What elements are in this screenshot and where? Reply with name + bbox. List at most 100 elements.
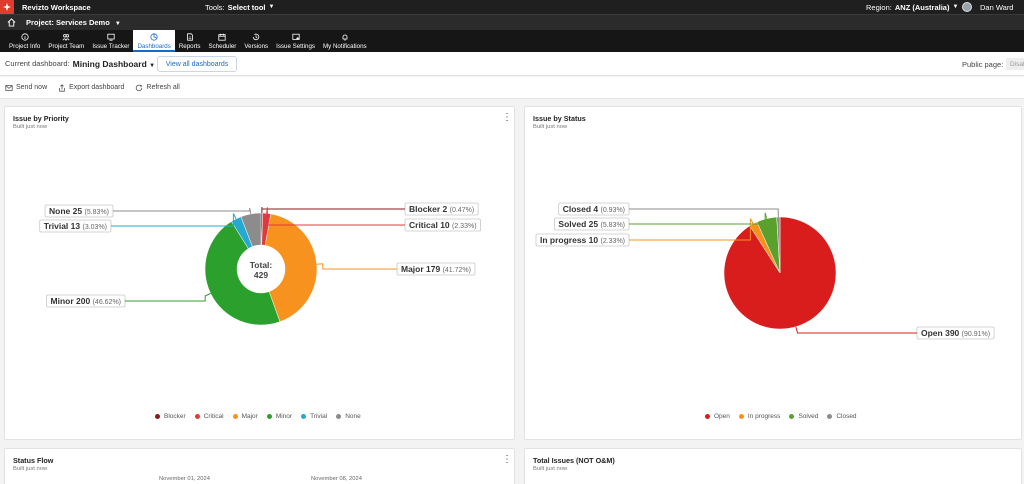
app-title: Revizto Workspace	[22, 2, 91, 12]
export-icon	[59, 83, 65, 92]
legend-item-major[interactable]: Major	[232, 413, 258, 420]
top-bar: Revizto Workspace Tools: Select tool ▼ R…	[0, 0, 1024, 14]
callout-name: In progress	[540, 235, 589, 245]
callout-name: Trivial	[44, 221, 71, 231]
svg-text:Minor 200 (46.62%): Minor 200 (46.62%)	[51, 296, 121, 306]
user-menu[interactable]: Dan Ward	[962, 0, 1013, 14]
more-options-icon[interactable]: ⋮	[502, 112, 512, 123]
legend-item-blocker[interactable]: Blocker	[155, 413, 186, 420]
callout-name: Major	[401, 264, 426, 274]
tab-label: Issue Settings	[276, 42, 315, 50]
legend-label: Major	[241, 413, 258, 420]
callout-line	[113, 207, 252, 215]
dashboard-icon	[150, 32, 158, 41]
send-now-button[interactable]: Send now	[5, 84, 47, 92]
project-bar: Project: Services Demo ▼	[0, 14, 1024, 30]
tools-dropdown[interactable]: Tools: Select tool ▼	[205, 0, 274, 14]
status-pie-chart: Open 390 (90.91%) In progress 10 (2.33%) S…	[535, 202, 995, 340]
callout-value: 10	[440, 220, 452, 230]
callout-line	[266, 207, 405, 226]
settings-icon	[291, 33, 300, 40]
report-icon	[186, 32, 193, 41]
tab-issue-settings[interactable]: Issue Settings	[272, 30, 319, 52]
export-dashboard-button[interactable]: Export dashboard	[58, 83, 124, 92]
dashboard-selector[interactable]: Mining Dashboard ▼	[73, 59, 155, 69]
tab-issue-tracker[interactable]: Issue Tracker	[88, 30, 133, 52]
dashboard-name: Mining Dashboard	[72, 58, 147, 69]
tab-dashboards[interactable]: Dashboards	[133, 30, 176, 52]
svg-text:Open 390 (90.91%): Open 390 (90.91%)	[921, 328, 990, 338]
region-dropdown[interactable]: Region: ANZ (Australia) ▼	[866, 0, 958, 14]
callouts: Open 390 (90.91%) In progress 10 (2.33%) S…	[535, 202, 995, 340]
callout-value: 390	[945, 328, 962, 338]
legend-dot	[336, 414, 342, 419]
callout-name: Closed	[563, 204, 594, 214]
legend-dot	[194, 414, 200, 419]
region-value: ANZ (Australia)	[894, 2, 950, 12]
legend-dot	[705, 414, 710, 419]
tab-project-team[interactable]: Project Team	[44, 30, 88, 52]
donut-center-label: Total:	[250, 260, 273, 270]
callout-value: 200	[76, 296, 93, 306]
refresh-icon	[136, 84, 143, 91]
legend-item-in-progress[interactable]: In progress	[738, 413, 780, 420]
tab-label: Versions	[244, 42, 269, 50]
legend-label: Solved	[798, 413, 819, 420]
legend-item-closed[interactable]: Closed	[827, 413, 857, 420]
callout-percent: (0.93%)	[600, 207, 625, 214]
public-page-toggle[interactable]: Disab	[1006, 58, 1024, 70]
revizto-logo[interactable]	[0, 0, 14, 14]
legend-item-open[interactable]: Open	[705, 413, 730, 420]
pie-slices	[723, 216, 837, 330]
callout-percent: (0.47%)	[450, 207, 475, 214]
issue-by-status-panel: Issue by Status Built just now Open 390 …	[524, 106, 1022, 440]
legend-label: None	[345, 413, 361, 420]
status-legend: Open In progress Solved Closed	[705, 413, 866, 420]
callout-open: Open 390 (90.91%)	[795, 326, 995, 340]
tab-my-notifications[interactable]: My Notifications	[319, 30, 371, 52]
region-label: Region:	[866, 2, 892, 12]
legend-item-critical[interactable]: Critical	[194, 413, 224, 420]
home-icon[interactable]	[7, 18, 16, 27]
issue-by-priority-panel: Issue by Priority Built just now ⋮ Block…	[4, 106, 515, 440]
refresh-all-button[interactable]: Refresh all	[135, 84, 180, 92]
callout-line	[316, 263, 397, 270]
callout-solved: Solved 25 (5.83%)	[554, 212, 768, 231]
callouts: Blocker 2 (0.47%) Critical 10 (2.33%) Majo…	[39, 202, 481, 308]
project-label: Project: Services Demo	[26, 18, 110, 27]
legend-label: Critical	[203, 413, 224, 420]
legend-item-minor[interactable]: Minor	[266, 413, 293, 420]
issue-icon	[107, 33, 115, 41]
callout-blocker: Blocker 2 (0.47%)	[261, 202, 479, 216]
tab-label: Project Info	[9, 42, 41, 50]
project-selector[interactable]: Project: Services Demo ▼	[26, 18, 121, 27]
callout-name: None	[49, 206, 73, 216]
callout-percent: (90.91%)	[962, 331, 990, 338]
tab-versions[interactable]: Versions	[240, 30, 272, 52]
callout-line	[629, 208, 779, 218]
more-options-icon[interactable]: ⋮	[502, 454, 512, 465]
public-page-label: Public page:	[962, 59, 1004, 69]
callout-value: 25	[589, 219, 601, 229]
tab-label: Project Team	[48, 42, 85, 50]
legend-item-trivial[interactable]: Trivial	[301, 413, 327, 420]
view-all-dashboards-button[interactable]: View all dashboards	[157, 56, 237, 72]
donut-center-value: 429	[254, 270, 268, 280]
chevron-down-icon: ▼	[114, 21, 121, 27]
legend-label: Blocker	[164, 413, 186, 420]
legend-item-none[interactable]: None	[336, 413, 361, 420]
callout-percent: (5.83%)	[84, 209, 109, 216]
svg-text:Critical 10 (2.33%): Critical 10 (2.33%)	[409, 220, 477, 230]
mail-icon	[5, 84, 13, 91]
callout-percent: (2.33%)	[600, 238, 625, 245]
legend-dot	[155, 414, 160, 419]
callout-percent: (46.62%)	[93, 299, 121, 306]
tab-label: Issue Tracker	[92, 42, 130, 50]
legend-label: Minor	[275, 413, 293, 420]
tab-scheduler[interactable]: Scheduler	[205, 30, 241, 52]
svg-text:In progress 10 (2.33%): In progress 10 (2.33%)	[540, 235, 625, 245]
tab-reports[interactable]: Reports	[175, 30, 205, 52]
tab-project-info[interactable]: Project Info	[0, 30, 44, 52]
panel-subtitle: Built just now	[533, 124, 568, 130]
legend-item-solved[interactable]: Solved	[789, 413, 818, 420]
